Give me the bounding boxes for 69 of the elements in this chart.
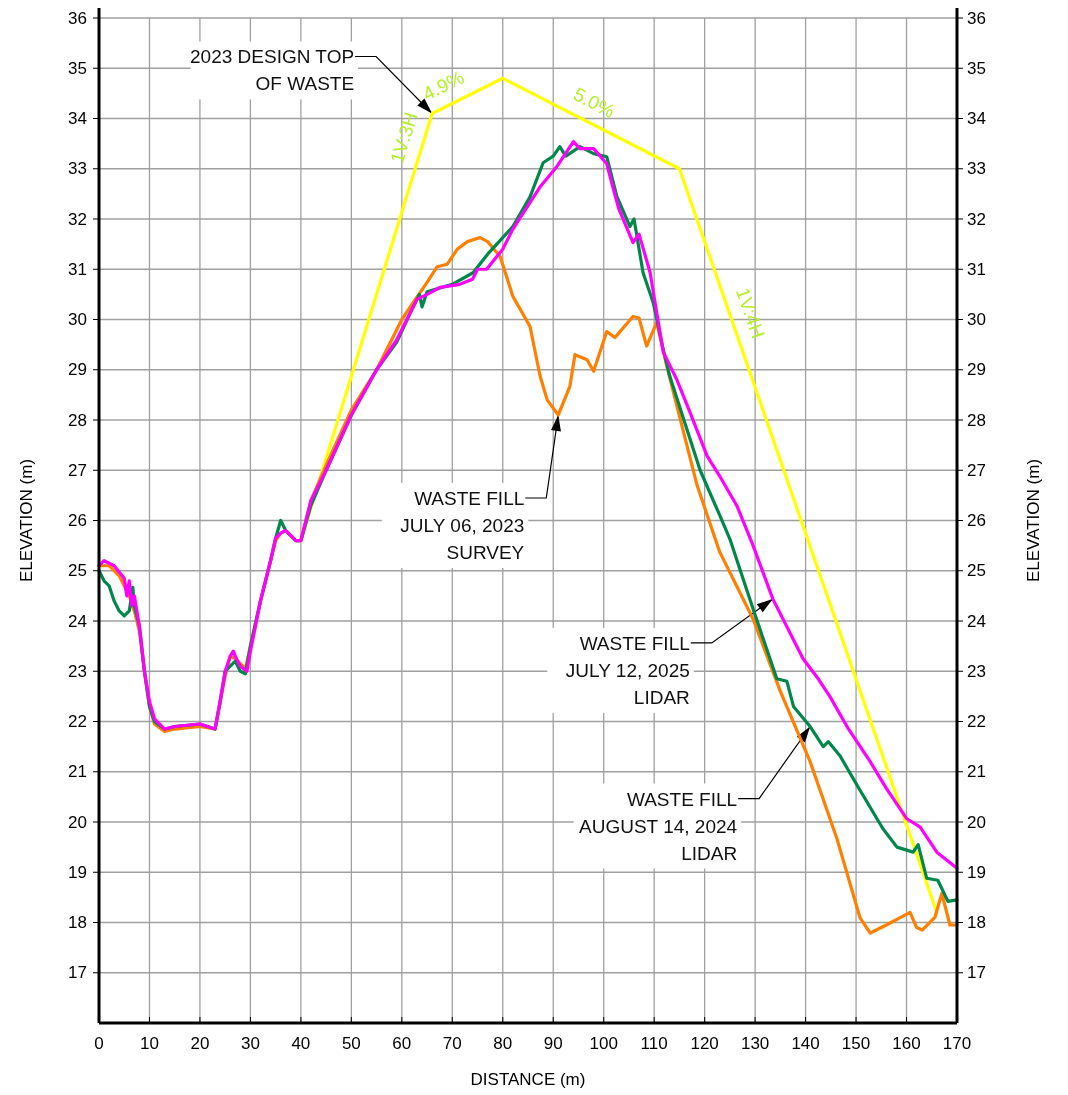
x-tick-label: 40	[291, 1034, 311, 1053]
y-tick-label: 34	[68, 109, 87, 128]
x-tick-label: 50	[341, 1034, 361, 1053]
y-tick-label: 23	[68, 661, 87, 681]
y2-tick-label: 30	[967, 310, 986, 329]
y2-tick-label: 23	[967, 661, 986, 681]
x-tick-label: 150	[841, 1034, 871, 1053]
x-tick-label: 80	[493, 1034, 513, 1053]
annotation: WASTE FILL JULY 12, 2025 LIDAR	[565, 632, 690, 708]
y2-tick-label: 17	[967, 963, 986, 983]
x-tick-label: 160	[892, 1034, 921, 1053]
y-tick-label: 22	[68, 712, 87, 731]
y-tick-label: 30	[68, 310, 87, 329]
y-tick-label: 20	[68, 812, 87, 832]
y2-tick-label: 26	[967, 511, 986, 530]
y-tick-label: 26	[68, 511, 87, 530]
y2-tick-label: 20	[967, 812, 986, 832]
y-tick-label: 24	[68, 611, 87, 631]
y2-tick-label: 28	[967, 410, 986, 430]
x-tick-label: 30	[240, 1034, 260, 1053]
y-tick-label: 28	[68, 410, 87, 430]
y-tick-label: 32	[68, 209, 87, 229]
x-tick-label: 0	[94, 1034, 104, 1053]
x-tick-label: 20	[190, 1034, 210, 1053]
y2-tick-label: 27	[967, 460, 986, 480]
y2-tick-label: 19	[967, 862, 986, 882]
y-tick-label: 18	[68, 913, 87, 932]
x-tick-label: 110	[640, 1034, 668, 1053]
y-tick-label: 35	[68, 58, 87, 78]
y-tick-label: 27	[68, 460, 87, 480]
annotation: WASTE FILL JULY 06, 2023 SURVEY	[400, 487, 525, 563]
y-tick-label: 21	[68, 762, 87, 782]
x-tick-label: 130	[740, 1034, 770, 1053]
x-tick-label: 60	[392, 1034, 412, 1053]
y-tick-label: 17	[68, 963, 87, 983]
y-tick-label: 19	[68, 862, 87, 882]
y2-tick-label: 21	[967, 762, 986, 782]
y2-tick-label: 32	[967, 209, 986, 229]
y2-axis-title: ELEVATION (m)	[1024, 458, 1043, 583]
x-tick-label: 10	[140, 1034, 159, 1053]
y-tick-label: 36	[68, 8, 87, 28]
annotation: 4.9%	[419, 66, 468, 105]
annotation: 2023 DESIGN TOP OF WASTE	[190, 46, 355, 95]
y-tick-label: 25	[68, 561, 87, 581]
y2-tick-label: 22	[967, 712, 986, 731]
y2-tick-label: 33	[967, 159, 986, 179]
y-tick-label: 33	[68, 159, 87, 179]
y2-tick-label: 34	[967, 109, 986, 128]
annotation: 5.0%	[570, 83, 619, 122]
y2-tick-label: 24	[967, 611, 986, 631]
y2-tick-label: 35	[967, 58, 986, 78]
y-axis-title: ELEVATION (m)	[17, 458, 36, 583]
y2-tick-label: 18	[967, 913, 986, 932]
annotation: 1V:3H	[386, 109, 422, 166]
y-tick-label: 31	[68, 259, 87, 279]
x-tick-label: 120	[690, 1034, 719, 1053]
x-axis-title: DISTANCE (m)	[470, 1070, 586, 1089]
y2-tick-label: 29	[967, 360, 986, 380]
x-tick-label: 140	[791, 1034, 820, 1053]
annotation: 1V:4H	[731, 284, 769, 342]
x-tick-label: 100	[589, 1034, 618, 1053]
x-tick-label: 70	[442, 1034, 462, 1053]
y2-tick-label: 31	[967, 259, 986, 279]
y2-tick-label: 36	[967, 8, 986, 28]
y-tick-label: 29	[68, 360, 87, 380]
x-tick-label: 170	[942, 1034, 972, 1053]
y2-tick-label: 25	[967, 561, 986, 581]
x-tick-label: 90	[543, 1034, 563, 1053]
annotation: WASTE FILL AUGUST 14, 2024 LIDAR	[579, 788, 738, 864]
